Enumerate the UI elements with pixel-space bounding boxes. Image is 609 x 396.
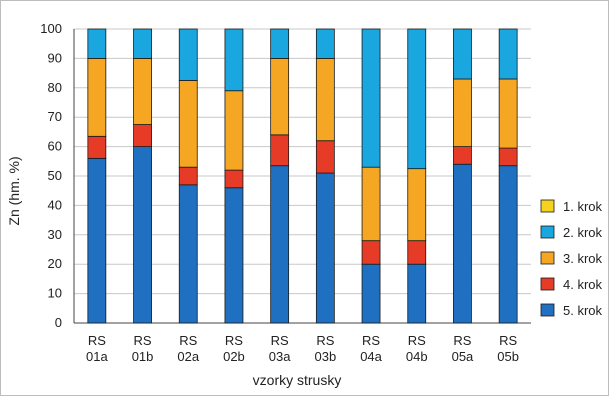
legend-label: 4. krok bbox=[563, 277, 603, 292]
bar-segment bbox=[361, 240, 381, 265]
legend-label: 5. krok bbox=[563, 303, 603, 318]
bar-segment bbox=[178, 28, 198, 81]
bar-segment bbox=[361, 28, 381, 168]
bar-segment bbox=[133, 58, 152, 125]
y-tick-label: 60 bbox=[48, 139, 62, 154]
bar-segment bbox=[178, 184, 198, 324]
y-tick-label: 90 bbox=[48, 50, 62, 65]
y-tick-label: 30 bbox=[48, 227, 62, 242]
bar-segment bbox=[224, 90, 244, 171]
bar-segment bbox=[453, 28, 472, 80]
legend-label: 1. krok bbox=[563, 199, 603, 214]
bar-segment bbox=[315, 172, 335, 324]
bar-segment bbox=[133, 146, 152, 324]
bar-segment bbox=[87, 157, 107, 324]
bar-segment bbox=[498, 78, 518, 149]
bar-segment bbox=[178, 166, 198, 186]
x-axis-ticks: RS 01a RS 01b RS 02a RS 02b RS 03a RS 03b RS 04a RS 04b… bbox=[86, 333, 519, 364]
legend-item: 5. krok bbox=[540, 303, 603, 318]
legend-swatch bbox=[540, 277, 555, 291]
legend: 1. krok 2. krok 3. krok 4. krok 5. krok bbox=[540, 199, 603, 318]
bar-segment bbox=[407, 168, 427, 242]
bar-segment bbox=[87, 135, 107, 159]
legend-label: 2. krok bbox=[563, 225, 603, 240]
legend-swatch bbox=[540, 199, 555, 213]
bar-segment bbox=[270, 165, 290, 324]
legend-item: 3. krok bbox=[540, 251, 603, 266]
x-tick-label: RS 04b bbox=[406, 333, 428, 364]
y-tick-label: 80 bbox=[48, 80, 62, 95]
x-tick-label: RS 01b bbox=[132, 333, 154, 364]
legend-item: 1. krok bbox=[540, 199, 603, 214]
x-tick-label: RS 04a bbox=[360, 333, 382, 364]
y-tick-label: 40 bbox=[48, 197, 62, 212]
bar-segment bbox=[315, 140, 335, 174]
x-tick-label: RS 05a bbox=[452, 333, 474, 364]
bar-segment bbox=[133, 124, 152, 148]
y-tick-label: 70 bbox=[48, 109, 62, 124]
legend-swatch bbox=[540, 251, 555, 265]
bar-segment bbox=[270, 134, 290, 167]
legend-label: 3. krok bbox=[563, 251, 603, 266]
x-tick-label: RS 03a bbox=[269, 333, 291, 364]
y-axis-ticks: 0 10 20 30 40 50 60 70 80 90 100 bbox=[40, 21, 62, 330]
bar-segment bbox=[178, 80, 198, 168]
bar-segment bbox=[315, 58, 335, 142]
bar-segment bbox=[224, 187, 244, 324]
x-tick-label: RS 02b bbox=[223, 333, 245, 364]
legend-item: 4. krok bbox=[540, 277, 603, 292]
bar-segment bbox=[498, 165, 518, 324]
y-tick-label: 50 bbox=[48, 168, 62, 183]
bar-segment bbox=[133, 28, 152, 59]
bar-segment bbox=[498, 28, 518, 80]
x-tick-label: RS 03b bbox=[314, 333, 336, 364]
x-tick-label: RS 01a bbox=[86, 333, 108, 364]
y-tick-label: 0 bbox=[55, 315, 62, 330]
legend-swatch bbox=[540, 225, 555, 239]
bar-segment bbox=[407, 28, 427, 170]
y-tick-label: 100 bbox=[40, 21, 62, 36]
y-tick-label: 10 bbox=[48, 286, 62, 301]
bar-segment bbox=[87, 58, 107, 137]
bar-segment bbox=[87, 28, 107, 59]
bar-segment bbox=[407, 263, 427, 324]
bar-segment bbox=[361, 263, 381, 324]
x-tick-label: RS 05b bbox=[497, 333, 519, 364]
bar-segment bbox=[453, 163, 472, 324]
bar-segment bbox=[453, 146, 472, 165]
bars bbox=[87, 28, 518, 324]
bar-segment bbox=[270, 58, 290, 136]
bar-segment bbox=[315, 28, 335, 59]
x-tick-label: RS 02a bbox=[177, 333, 199, 364]
x-axis-title: vzorky strusky bbox=[253, 372, 342, 388]
bar-segment bbox=[407, 240, 427, 265]
bar-segment bbox=[361, 166, 381, 242]
bar-segment bbox=[453, 78, 472, 148]
y-axis-title: Zn (hm. %) bbox=[6, 156, 22, 225]
bar-segment bbox=[270, 28, 290, 59]
y-tick-label: 20 bbox=[48, 256, 62, 271]
bar-segment bbox=[498, 147, 518, 167]
bar-segment bbox=[224, 28, 244, 92]
legend-item: 2. krok bbox=[540, 225, 603, 240]
legend-swatch bbox=[540, 303, 555, 317]
bar-segment bbox=[224, 169, 244, 189]
